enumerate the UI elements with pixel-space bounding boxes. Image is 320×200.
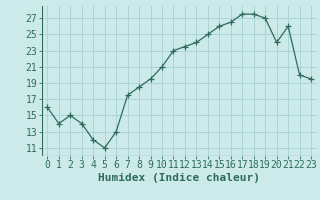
X-axis label: Humidex (Indice chaleur): Humidex (Indice chaleur) <box>98 173 260 183</box>
